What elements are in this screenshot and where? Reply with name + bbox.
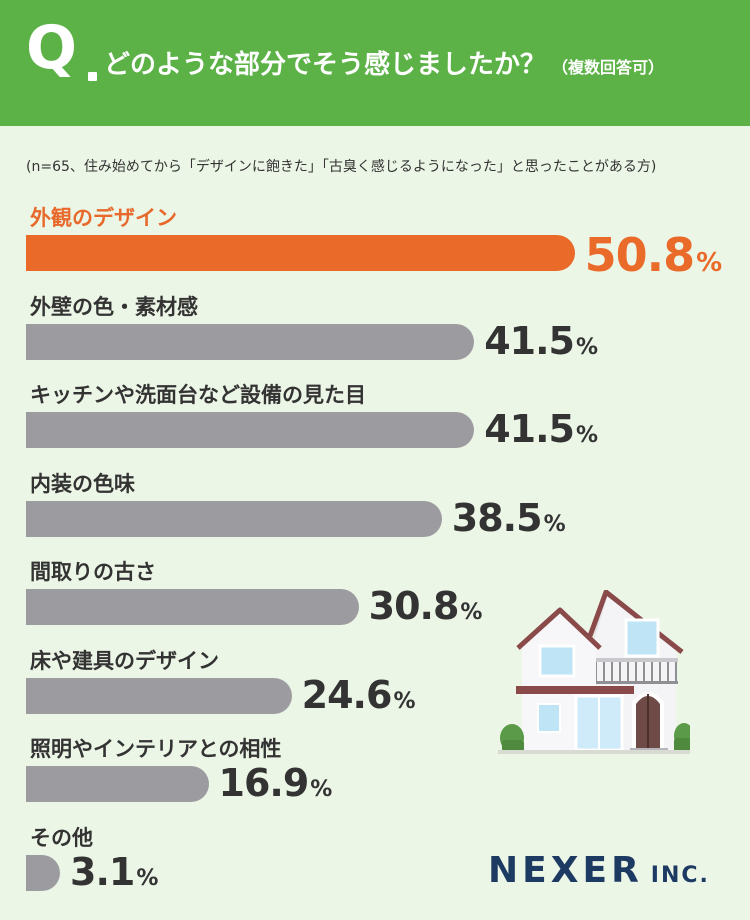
value-label-5: 24.6% — [302, 676, 416, 714]
bar-7 — [26, 854, 60, 891]
value-number-6: 16.9 — [218, 761, 310, 805]
logo-main: NEXER — [488, 850, 643, 891]
bar-0 — [26, 235, 575, 271]
value-label-4: 30.8% — [369, 587, 483, 625]
value-unit-5: % — [393, 688, 416, 714]
value-unit-3: % — [543, 511, 566, 537]
category-label-2: キッチンや洗面台など設備の見た目 — [30, 383, 366, 407]
q-letter: Q — [26, 13, 78, 83]
value-number-1: 41.5 — [484, 318, 575, 363]
value-unit-2: % — [575, 423, 598, 448]
category-label-3: 内装の色味 — [30, 471, 135, 496]
category-label-5: 床や建具のデザイン — [30, 648, 219, 673]
bar-6 — [26, 766, 209, 802]
bar-2 — [26, 412, 475, 448]
value-label-3: 38.5% — [452, 499, 566, 537]
value-label-2: 41.5% — [484, 410, 598, 448]
category-label-7: その他 — [30, 825, 93, 850]
category-label-0: 外観のデザイン — [30, 206, 177, 230]
value-unit-4: % — [460, 600, 483, 625]
bar-3 — [26, 500, 442, 537]
category-label-1: 外壁の色・素材感 — [30, 294, 198, 319]
bar-1 — [26, 323, 475, 360]
house-icon — [498, 590, 690, 754]
value-label-0: 50.8% — [585, 232, 723, 278]
value-number-0: 50.8 — [584, 228, 695, 282]
value-number-7: 3.1 — [70, 849, 135, 894]
question-subtitle: （複数回答可） — [552, 58, 665, 77]
question-title: どのような部分でそう感じましたか？ （複数回答可） — [104, 44, 664, 81]
question-text: どのような部分でそう感じましたか？ — [104, 50, 547, 80]
category-label-4: 間取りの古さ — [30, 560, 156, 584]
question-header: Q どのような部分でそう感じましたか？ （複数回答可） — [0, 0, 750, 126]
value-number-5: 24.6 — [301, 672, 393, 717]
category-label-6: 照明やインテリアとの相性 — [30, 737, 282, 761]
value-label-6: 16.9% — [219, 764, 333, 802]
value-unit-7: % — [136, 865, 159, 891]
value-unit-1: % — [575, 334, 598, 360]
value-label-1: 41.5% — [484, 322, 598, 360]
respondent-note: (n=65、住み始めてから「デザインに飽きた」「古臭く感じるようになった」と思っ… — [26, 159, 657, 175]
value-number-4: 30.8 — [368, 584, 460, 628]
bar-5 — [26, 677, 292, 714]
value-label-7: 3.1% — [70, 853, 158, 891]
value-unit-6: % — [310, 777, 333, 802]
bar-4 — [26, 589, 359, 625]
logo-suffix: INC. — [650, 863, 710, 888]
value-number-2: 41.5 — [484, 407, 575, 451]
company-logo: NEXER INC. — [488, 853, 710, 889]
q-dot-decoration — [88, 72, 97, 81]
value-unit-0: % — [696, 248, 723, 278]
value-number-3: 38.5 — [451, 495, 543, 540]
